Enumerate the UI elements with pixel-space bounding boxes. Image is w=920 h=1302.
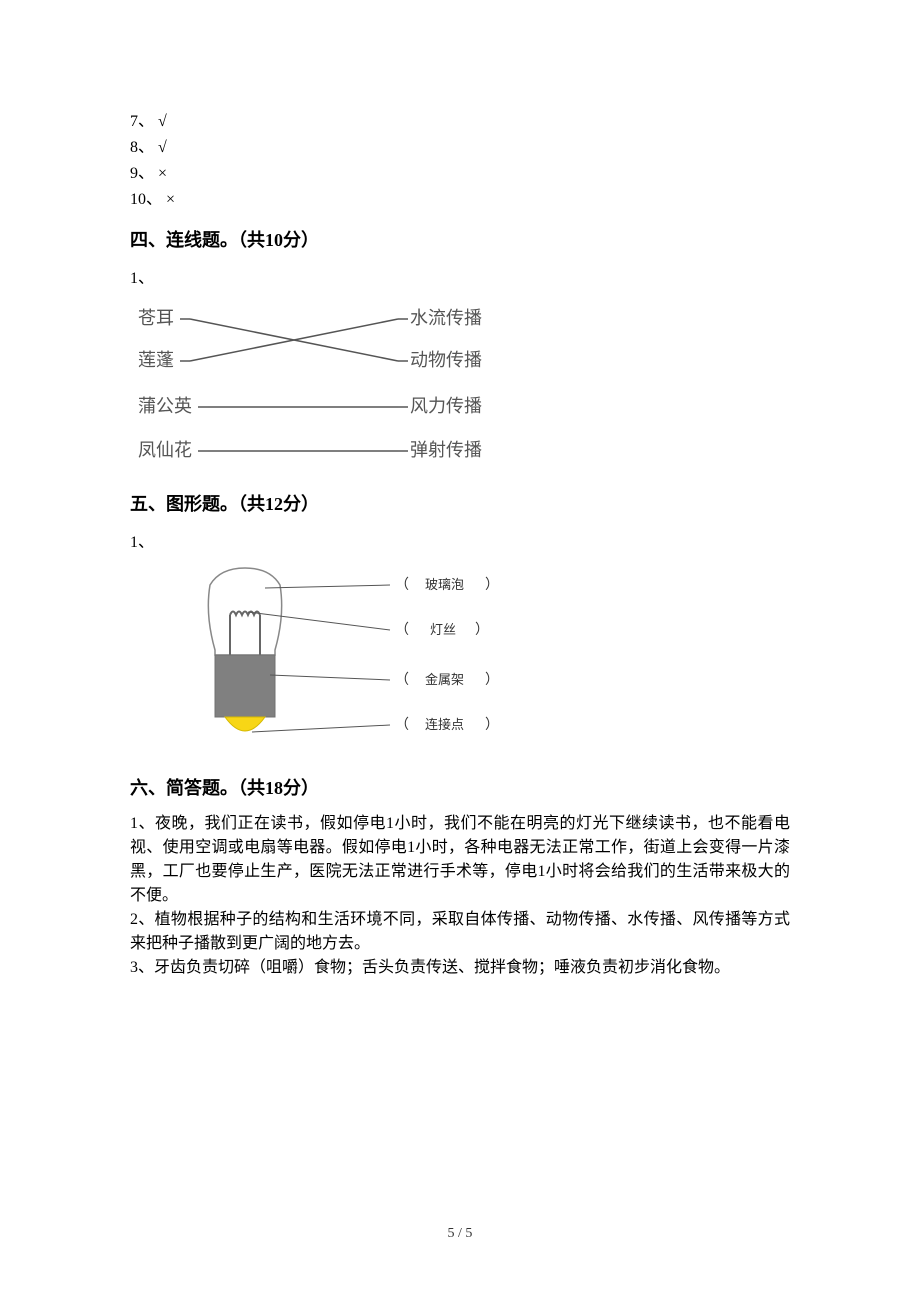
page-footer: 5 / 5 <box>0 1226 920 1242</box>
section5-q1: 1、 <box>130 528 790 552</box>
section4-header: 四、连线题。（共10分） <box>130 226 790 252</box>
tf-answer-7: 7、 √ <box>130 110 790 134</box>
section6-header: 六、简答题。（共18分） <box>130 774 790 800</box>
bulb-label-2: 金属架 <box>425 672 464 687</box>
tf-mark: × <box>158 165 167 182</box>
tf-num: 9、 <box>130 165 154 182</box>
section6-a3: 3、牙齿负责切碎（咀嚼）食物；舌头负责传送、搅拌食物；唾液负责初步消化食物。 <box>130 956 790 980</box>
paren-l-0: （ <box>395 577 409 593</box>
tf-num: 8、 <box>130 139 154 156</box>
tf-answer-9: 9、 × <box>130 162 790 186</box>
tf-answer-8: 8、 √ <box>130 136 790 160</box>
section6-a1: 1、夜晚，我们正在读书，假如停电1小时，我们不能在明亮的灯光下继续读书，也不能看… <box>130 812 790 908</box>
paren-r-3: ） <box>485 717 499 733</box>
paren-l-1: （ <box>395 622 409 638</box>
tf-answer-10: 10、 × <box>130 188 790 212</box>
bulb-contact <box>225 717 265 731</box>
tf-num: 10、 <box>130 191 162 208</box>
tf-mark: √ <box>158 139 167 156</box>
page-root: 7、 √ 8、 √ 9、 × 10、 × 四、连线题。（共10分） 1、 苍耳 … <box>0 0 920 1302</box>
match-left-0: 苍耳 <box>138 308 174 328</box>
paren-l-3: （ <box>395 717 409 733</box>
match-right-3: 弹射传播 <box>410 440 482 460</box>
match-left-1: 莲蓬 <box>138 350 174 370</box>
match-right-0: 水流传播 <box>410 308 482 328</box>
match-right-1: 动物传播 <box>410 350 482 370</box>
pointer-2 <box>270 675 390 680</box>
matching-diagram: 苍耳 莲蓬 蒲公英 凤仙花 水流传播 动物传播 风力传播 弹射传播 <box>130 296 560 476</box>
tf-mark: √ <box>158 113 167 130</box>
paren-l-2: （ <box>395 672 409 688</box>
section6-a2: 2、植物根据种子的结构和生活环境不同，采取自体传播、动物传播、水传播、风传播等方… <box>130 908 790 956</box>
tf-mark: × <box>166 191 175 208</box>
bulb-label-0: 玻璃泡 <box>425 577 464 592</box>
section4-q1: 1、 <box>130 264 790 288</box>
pointer-0 <box>265 585 390 588</box>
match-left-3: 凤仙花 <box>138 440 192 460</box>
section5-header: 五、图形题。（共12分） <box>130 490 790 516</box>
paren-r-1: ） <box>475 622 489 638</box>
paren-r-2: ） <box>485 672 499 688</box>
match-right-2: 风力传播 <box>410 396 482 416</box>
tf-num: 7、 <box>130 113 154 130</box>
bulb-base <box>215 655 275 717</box>
bulb-label-3: 连接点 <box>425 717 464 732</box>
bulb-label-1: 灯丝 <box>430 622 456 637</box>
paren-r-0: ） <box>485 577 499 593</box>
pointer-3 <box>252 725 390 732</box>
tf-answers: 7、 √ 8、 √ 9、 × 10、 × <box>130 110 790 212</box>
bulb-diagram: （ 玻璃泡 ） （ 灯丝 ） （ 金属架 ） （ 连接点 ） <box>130 560 560 760</box>
match-left-2: 蒲公英 <box>138 396 192 416</box>
